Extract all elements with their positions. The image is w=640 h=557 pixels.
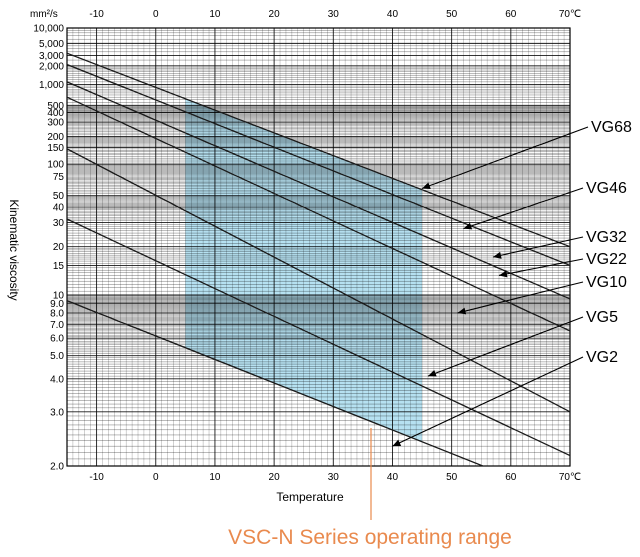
series-label-vg2: VG2: [586, 349, 618, 366]
y-tick-label: 8.0: [50, 308, 64, 319]
x-tick-label-bottom: 0: [153, 472, 159, 483]
x-end-label-top: 70℃: [559, 9, 581, 20]
x-tick-label-bottom: 30: [328, 472, 340, 483]
arrow-head-vg2: [392, 439, 402, 447]
x-tick-label-bottom: 60: [505, 472, 517, 483]
x-tick-label-bottom: 50: [446, 472, 458, 483]
y-unit-label: mm²/s: [30, 9, 58, 20]
x-tick-label-top: -10: [89, 9, 104, 20]
tick-label-layer: 10,0005,0003,0002,0001,00050040030020015…: [33, 9, 581, 483]
y-tick-label: 50: [53, 191, 65, 202]
series-label-vg46: VG46: [586, 180, 627, 197]
x-axis-title: Temperature: [276, 490, 344, 504]
x-end-label-bottom: 70℃: [559, 472, 581, 483]
y-tick-label: 500: [47, 101, 64, 112]
series-label-vg32: VG32: [586, 229, 627, 246]
y-tick-label: 200: [47, 132, 64, 143]
arrow-head-vg32: [493, 251, 502, 259]
y-tick-label: 1,000: [39, 80, 64, 91]
grid-layer: [66, 27, 571, 467]
y-tick-label: 4.0: [50, 374, 64, 385]
y-tick-label: 6.0: [50, 334, 64, 345]
y-tick-label: 400: [47, 108, 64, 119]
x-tick-label-top: 50: [446, 9, 458, 20]
series-label-vg10: VG10: [586, 274, 627, 291]
y-tick-label: 10: [53, 290, 65, 301]
y-tick-label: 7.0: [50, 320, 64, 331]
x-tick-label-top: 0: [153, 9, 159, 20]
arrow-head-vg5: [427, 370, 437, 377]
series-line-vg22: [67, 96, 570, 332]
y-tick-label: 40: [53, 203, 65, 214]
y-tick-label: 75: [53, 172, 65, 183]
series-line-vg10: [67, 148, 570, 413]
x-tick-label-top: 40: [387, 9, 399, 20]
x-tick-label-bottom: 20: [269, 472, 281, 483]
series-label-vg5: VG5: [586, 309, 618, 326]
x-tick-label-bottom: -10: [89, 472, 104, 483]
series-line-vg2: [67, 300, 485, 466]
plot-frame: [66, 27, 571, 467]
arrow-head-vg46: [463, 222, 473, 230]
arrow-line-vg68: [421, 126, 589, 190]
series-line-vg68: [67, 52, 570, 248]
y-axis-title: Kinematic viscosity: [7, 199, 21, 300]
y-tick-label: 15: [53, 261, 65, 272]
series-line-vg32: [67, 81, 570, 300]
arrow-line-vg2: [392, 356, 584, 447]
x-tick-label-top: 20: [269, 9, 281, 20]
arrow-line-vg5: [427, 316, 584, 377]
y-tick-label: 300: [47, 118, 64, 129]
arrow-line-vg22: [498, 258, 584, 276]
x-tick-label-top: 30: [328, 9, 340, 20]
y-tick-label: 3,000: [39, 51, 64, 62]
y-tick-label: 5,000: [39, 39, 64, 50]
x-tick-label-bottom: 10: [209, 472, 221, 483]
arrow-head-vg68: [422, 182, 431, 190]
series-line-vg46: [67, 63, 570, 267]
y-tick-label: 150: [47, 143, 64, 154]
annotation-layer: VG68 VG46 VG32 VG22 VG10 VG5 VG2: [370, 119, 632, 520]
y-tick-label: 20: [53, 242, 65, 253]
y-tick-label: 2.0: [50, 462, 64, 473]
y-tick-label: 9.0: [50, 299, 64, 310]
series-label-vg22: VG22: [586, 251, 627, 268]
y-tick-label: 2,000: [39, 61, 64, 72]
operating-range-label: VSC-N Series operating range: [228, 526, 512, 549]
y-tick-label: 3.0: [50, 407, 64, 418]
y-tick-label: 30: [53, 218, 65, 229]
arrow-head-vg22: [498, 270, 508, 278]
y-tick-label: 10,000: [33, 24, 64, 35]
series-line-vg5: [67, 218, 570, 457]
arrow-head-vg10: [457, 307, 467, 315]
y-tick-label: 100: [47, 160, 64, 171]
y-tick-label: 5.0: [50, 351, 64, 362]
series-layer: [67, 52, 570, 466]
series-label-vg68: VG68: [591, 119, 632, 136]
x-tick-label-bottom: 40: [387, 472, 399, 483]
x-tick-label-top: 10: [209, 9, 221, 20]
arrow-line-vg10: [457, 281, 584, 314]
arrow-line-vg32: [492, 236, 584, 258]
arrow-line-vg46: [463, 187, 584, 230]
x-tick-label-top: 60: [505, 9, 517, 20]
